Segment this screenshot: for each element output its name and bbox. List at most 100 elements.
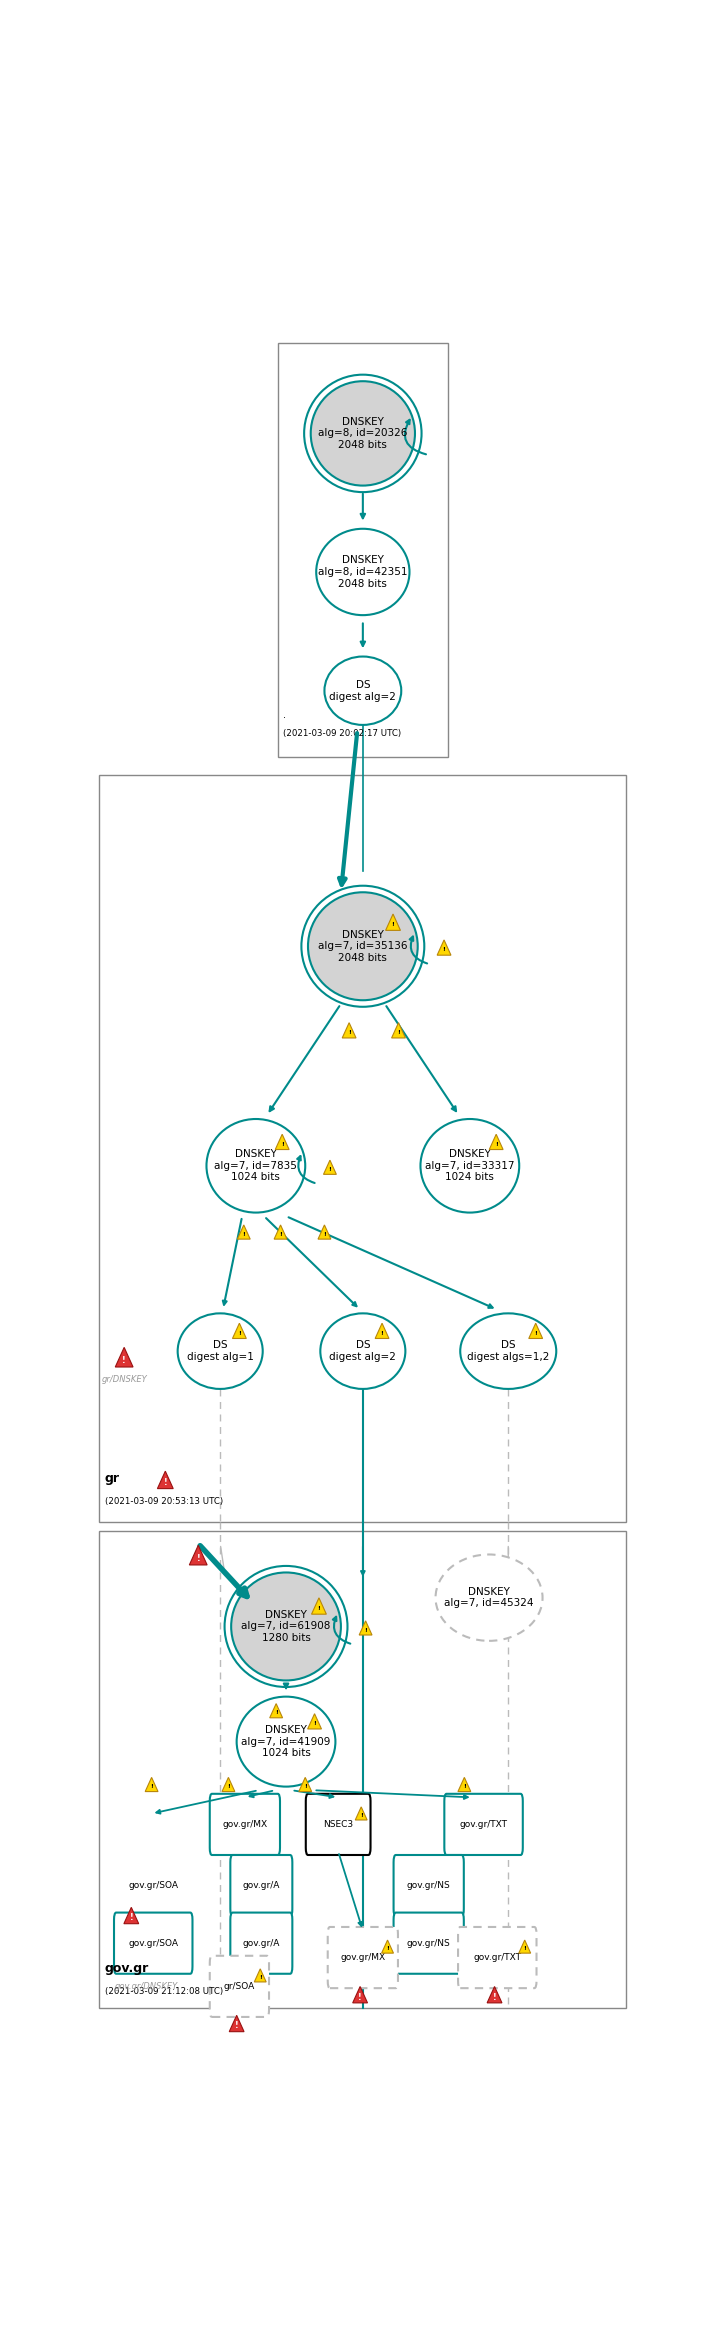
Text: !: ! [397, 1031, 400, 1035]
Ellipse shape [421, 1119, 519, 1213]
Text: !: ! [122, 1355, 126, 1365]
Text: !: ! [364, 1627, 367, 1634]
Text: gr: gr [105, 1472, 120, 1486]
Text: gov.gr/A: gov.gr/A [243, 1881, 280, 1891]
FancyBboxPatch shape [230, 1856, 292, 1916]
Text: DS
digest algs=1,2: DS digest algs=1,2 [467, 1341, 549, 1362]
Text: !: ! [317, 1606, 321, 1610]
FancyBboxPatch shape [210, 1795, 280, 1856]
FancyBboxPatch shape [394, 1912, 464, 1975]
FancyBboxPatch shape [306, 1795, 370, 1856]
Polygon shape [324, 1159, 336, 1176]
FancyBboxPatch shape [278, 344, 448, 757]
Text: gov.gr/NS: gov.gr/NS [407, 1940, 450, 1947]
Polygon shape [312, 1599, 326, 1615]
Polygon shape [519, 1940, 530, 1954]
Polygon shape [386, 914, 401, 930]
FancyBboxPatch shape [99, 1531, 626, 2007]
Text: !: ! [523, 1947, 526, 1951]
Text: !: ! [235, 2022, 239, 2031]
Text: DNSKEY
alg=8, id=42351
2048 bits: DNSKEY alg=8, id=42351 2048 bits [318, 556, 408, 589]
Polygon shape [274, 1225, 287, 1239]
FancyBboxPatch shape [394, 1856, 464, 1916]
Text: DNSKEY
alg=7, id=61908
1280 bits: DNSKEY alg=7, id=61908 1280 bits [241, 1610, 331, 1643]
Polygon shape [222, 1778, 235, 1792]
Polygon shape [308, 1713, 321, 1729]
Text: DS
digest alg=1: DS digest alg=1 [187, 1341, 253, 1362]
Polygon shape [229, 2014, 244, 2031]
Polygon shape [375, 1323, 389, 1339]
Polygon shape [529, 1323, 542, 1339]
Text: DNSKEY
alg=7, id=35136
2048 bits: DNSKEY alg=7, id=35136 2048 bits [318, 930, 408, 963]
Text: gov.gr/SOA: gov.gr/SOA [128, 1940, 178, 1947]
Polygon shape [157, 1472, 173, 1489]
Text: gov.gr/MX: gov.gr/MX [222, 1821, 268, 1830]
Text: DNSKEY
alg=8, id=20326
2048 bits: DNSKEY alg=8, id=20326 2048 bits [318, 416, 408, 451]
Text: gov.gr/TXT: gov.gr/TXT [459, 1821, 508, 1830]
FancyBboxPatch shape [114, 1912, 193, 1975]
Polygon shape [342, 1024, 356, 1038]
Text: (2021-03-09 20:53:13 UTC): (2021-03-09 20:53:13 UTC) [105, 1498, 223, 1505]
Text: !: ! [463, 1783, 466, 1790]
Text: gr/SOA: gr/SOA [224, 1982, 255, 1991]
FancyBboxPatch shape [328, 1928, 398, 1989]
Text: gov.gr/TXT: gov.gr/TXT [473, 1954, 521, 1963]
FancyBboxPatch shape [210, 1956, 269, 2017]
Text: (2021-03-09 20:02:17 UTC): (2021-03-09 20:02:17 UTC) [283, 729, 401, 738]
Text: !: ! [150, 1783, 153, 1790]
Text: gr/DNSKEY: gr/DNSKEY [101, 1374, 147, 1384]
Text: (2021-03-09 21:12:08 UTC): (2021-03-09 21:12:08 UTC) [105, 1986, 223, 1996]
Text: !: ! [381, 1330, 384, 1337]
Polygon shape [232, 1323, 246, 1339]
Ellipse shape [311, 381, 415, 486]
Text: NSEC3: NSEC3 [323, 1821, 353, 1830]
Text: !: ! [275, 1711, 278, 1715]
Polygon shape [145, 1778, 158, 1792]
Polygon shape [437, 939, 451, 956]
Text: !: ! [360, 1814, 362, 1818]
Polygon shape [487, 1986, 502, 2003]
Ellipse shape [207, 1119, 305, 1213]
Polygon shape [124, 1907, 139, 1923]
Polygon shape [489, 1133, 503, 1150]
Text: gov.gr/DNSKEY: gov.gr/DNSKEY [115, 1982, 178, 1991]
Text: !: ! [348, 1031, 350, 1035]
Text: !: ! [279, 1232, 282, 1236]
FancyBboxPatch shape [458, 1928, 537, 1989]
Text: DS
digest alg=2: DS digest alg=2 [329, 680, 396, 701]
Text: !: ! [323, 1232, 326, 1236]
Text: !: ! [386, 1947, 389, 1951]
Text: gov.gr/MX: gov.gr/MX [341, 1954, 385, 1963]
FancyBboxPatch shape [445, 1795, 523, 1856]
Text: DNSKEY
alg=7, id=45324: DNSKEY alg=7, id=45324 [445, 1587, 534, 1608]
FancyBboxPatch shape [230, 1912, 292, 1975]
Text: !: ! [281, 1143, 284, 1147]
Text: gov.gr/NS: gov.gr/NS [407, 1881, 450, 1891]
Text: !: ! [130, 1914, 133, 1923]
Text: .: . [283, 710, 286, 720]
Text: gov.gr: gov.gr [105, 1963, 149, 1975]
Text: !: ! [196, 1554, 200, 1563]
Text: !: ! [493, 1993, 496, 2003]
Text: !: ! [242, 1232, 245, 1236]
Text: gov.gr/A: gov.gr/A [243, 1940, 280, 1947]
Text: gov.gr/SOA: gov.gr/SOA [128, 1881, 178, 1891]
Polygon shape [355, 1807, 367, 1821]
Polygon shape [275, 1133, 289, 1150]
Text: !: ! [164, 1477, 167, 1486]
Text: DNSKEY
alg=7, id=33317
1024 bits: DNSKEY alg=7, id=33317 1024 bits [425, 1150, 515, 1183]
Polygon shape [318, 1225, 331, 1239]
Polygon shape [458, 1778, 471, 1792]
Polygon shape [392, 1024, 406, 1038]
Text: DNSKEY
alg=7, id=7835
1024 bits: DNSKEY alg=7, id=7835 1024 bits [215, 1150, 297, 1183]
Text: !: ! [227, 1783, 230, 1790]
Ellipse shape [308, 893, 418, 1000]
Text: !: ! [329, 1166, 331, 1171]
Text: !: ! [358, 1993, 362, 2003]
Polygon shape [115, 1348, 133, 1367]
Ellipse shape [435, 1554, 542, 1641]
Polygon shape [382, 1940, 394, 1954]
Ellipse shape [236, 1697, 336, 1785]
Polygon shape [353, 1986, 367, 2003]
Polygon shape [189, 1545, 207, 1566]
